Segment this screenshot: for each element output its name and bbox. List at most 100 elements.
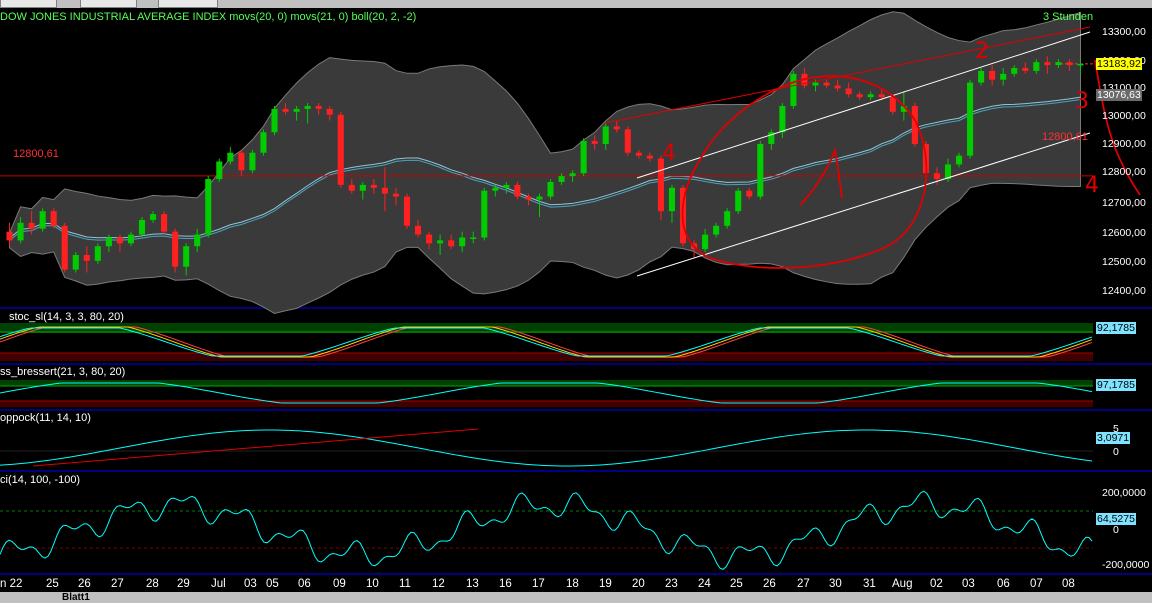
candle	[812, 82, 819, 86]
cci-value-tag: 64,5275	[1096, 513, 1136, 525]
channel-upper-line	[636, 31, 1091, 179]
bressert-value-tag: 97,1785	[1096, 379, 1136, 391]
tab-sek-juli[interactable]	[0, 0, 57, 8]
candle	[72, 255, 79, 270]
candle	[911, 105, 918, 144]
sheet-tab-blatt1[interactable]: Blatt1	[62, 592, 90, 603]
candle	[470, 237, 477, 239]
annotation-3: 3	[1075, 89, 1089, 114]
candle	[558, 176, 565, 182]
x-axis-label: 02	[930, 578, 943, 590]
x-axis-label: 18	[566, 578, 579, 590]
x-axis-label: 06	[298, 578, 311, 590]
candle	[944, 164, 952, 180]
pane-separator[interactable]	[0, 307, 1152, 309]
moving-average-line-2	[9, 96, 1081, 239]
channel-lower-line	[636, 132, 1091, 277]
sheet-tab-bar: Blatt1	[0, 592, 1152, 603]
candle	[591, 141, 598, 144]
candle	[426, 234, 433, 244]
bressert-line	[0, 382, 1093, 404]
candle	[370, 184, 377, 188]
candle	[547, 181, 554, 197]
candle	[150, 214, 157, 220]
tab-name[interactable]	[158, 0, 218, 8]
cci-ytick: 0	[1113, 524, 1119, 536]
candle	[227, 152, 234, 162]
coppock-title: oppock(11, 14, 10)	[0, 412, 91, 424]
annotation-4: 4	[662, 141, 676, 166]
stoch-line-k	[0, 326, 1093, 358]
moving-average-line	[9, 98, 1081, 241]
candle	[713, 225, 720, 235]
pane-separator[interactable]	[0, 363, 1152, 365]
coppock-ytick: 0	[1113, 446, 1119, 458]
annotation-stroke	[799, 146, 843, 206]
candle	[293, 108, 300, 112]
candle	[613, 126, 620, 130]
x-axis-label: Aug	[892, 578, 913, 590]
candle	[624, 129, 631, 153]
candle	[403, 196, 411, 226]
candle	[580, 141, 587, 174]
candle	[304, 105, 311, 109]
candle	[249, 152, 256, 171]
x-axis-label: 28	[146, 578, 159, 590]
candle	[50, 211, 57, 226]
x-axis-label: 11	[399, 578, 411, 590]
annotation-circle	[681, 75, 928, 269]
annotation-4-right: 4	[1085, 173, 1099, 198]
ytick: 12600,00	[1102, 227, 1146, 239]
ytick: 12800,00	[1102, 166, 1146, 178]
candle	[271, 108, 278, 133]
candle	[503, 184, 510, 188]
candle	[61, 225, 68, 270]
tab-watch[interactable]	[80, 0, 137, 8]
pane-separator[interactable]	[0, 573, 1152, 575]
candle	[735, 190, 742, 212]
x-axis-label: 26	[763, 578, 776, 590]
bressert-oversold-zone	[0, 401, 1093, 407]
x-axis-label: 05	[266, 578, 279, 590]
candle	[105, 237, 112, 247]
candle	[1011, 67, 1018, 74]
candle	[900, 105, 907, 112]
candle	[668, 187, 676, 212]
pane-separator[interactable]	[0, 409, 1152, 411]
candle	[569, 173, 576, 177]
candle	[392, 193, 399, 197]
ytick: 12700,00	[1102, 197, 1146, 209]
candle	[138, 219, 146, 235]
hline-label-left: 12800,61	[13, 148, 59, 160]
candle	[646, 155, 653, 159]
x-axis-label: 29	[177, 578, 190, 590]
candle	[28, 222, 35, 229]
candle	[978, 70, 985, 83]
x-axis-label: 27	[111, 578, 124, 590]
last-price-tag: 13183,92	[1096, 58, 1142, 70]
candle	[161, 214, 168, 232]
cci-ytick: 200,0000	[1102, 487, 1146, 499]
candle	[955, 155, 963, 165]
candle	[94, 246, 101, 261]
candle	[260, 132, 267, 153]
x-axis-label: 06	[997, 578, 1010, 590]
candle	[238, 152, 245, 171]
annotation-2: 2	[975, 39, 989, 64]
bollinger-band	[9, 11, 1081, 314]
candle	[116, 237, 123, 244]
candle	[414, 225, 422, 235]
x-axis-label: 23	[665, 578, 678, 590]
stoch-line-signal	[0, 327, 1093, 357]
candle	[867, 94, 874, 98]
candle	[790, 73, 797, 106]
pane-separator[interactable]	[0, 470, 1152, 472]
x-axis-label: 26	[78, 578, 91, 590]
candle	[889, 97, 896, 112]
coppock-ytick: 5	[1113, 423, 1119, 435]
x-axis-label: n 22	[0, 578, 23, 590]
x-axis-label: 24	[698, 578, 711, 590]
candle	[337, 114, 344, 185]
stoch-value-tag: 92,1785	[1096, 322, 1136, 334]
